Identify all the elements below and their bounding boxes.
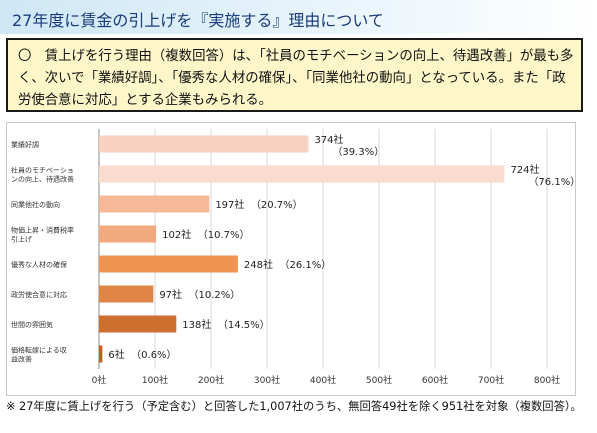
page-title: 27年度に賃金の引上げを『実施する』理由について [12, 11, 384, 30]
value-label: 138社 [182, 318, 211, 331]
value-label: 197社 [215, 198, 244, 211]
category-label: 世間の雰囲気 [11, 320, 53, 329]
percent-label: （10.2%） [189, 289, 241, 301]
category-label: 同業他社の動向 [11, 200, 60, 209]
bar [99, 135, 309, 153]
value-label: 97社 [159, 288, 182, 301]
category-label: 価格転嫁による収 [11, 346, 67, 355]
category-label: ンの向上、待遇改善 [11, 175, 74, 184]
percent-label: （39.3%） [332, 146, 384, 158]
summary-box: 〇 賃上げを行う理由（複数回答）は、「社員のモチベーションの向上、待遇改善」が最… [6, 38, 583, 112]
bar [99, 195, 210, 213]
x-tick-label: 600社 [422, 374, 448, 386]
x-tick-label: 500社 [366, 374, 392, 386]
title-bar: 27年度に賃金の引上げを『実施する』理由について [0, 0, 597, 34]
chart-frame: 0社 100社 200社 300社 400社 500社 600社 700社 800社 業績好調 37… [6, 122, 580, 396]
percent-label: （20.7%） [251, 199, 303, 211]
bar [99, 315, 177, 333]
bar [99, 225, 157, 243]
x-tick-label: 100社 [142, 374, 168, 386]
value-label: 102社 [162, 228, 191, 241]
bar [99, 165, 505, 183]
category-label: 物価上昇・消費税率 [11, 226, 74, 235]
x-tick-label: 0社 [92, 374, 107, 386]
footnote: ※ 27年度に賃上げを行う（予定含む）と回答した1,007社のうち、無回答49社… [6, 400, 582, 413]
category-label: 引上げ [11, 235, 32, 244]
value-label: 6社 [108, 348, 124, 361]
bar [99, 345, 103, 363]
percent-label: （76.1%） [528, 176, 575, 188]
category-label: 業績好調 [11, 140, 39, 149]
value-label: 248社 [244, 258, 273, 271]
value-label: 374社 [314, 133, 343, 146]
bar [99, 285, 154, 303]
bar [99, 255, 238, 273]
percent-label: （26.1%） [279, 259, 331, 271]
value-label: 724社 [510, 163, 539, 176]
x-tick-label: 300社 [254, 374, 280, 386]
summary-text: 〇 賃上げを行う理由（複数回答）は、「社員のモチベーションの向上、待遇改善」が最… [18, 49, 574, 108]
x-tick-label: 200社 [198, 374, 224, 386]
percent-label: （0.6%） [131, 349, 176, 361]
category-label: 益改善 [11, 355, 32, 364]
percent-label: （10.7%） [198, 229, 250, 241]
category-label: 優秀な人材の確保 [11, 260, 67, 269]
x-tick-label: 800社 [534, 374, 560, 386]
x-tick-label: 700社 [478, 374, 504, 386]
x-tick-label: 400社 [310, 374, 336, 386]
category-label: 政労使合意に対応 [11, 290, 67, 299]
category-label: 社員のモチベーショ [11, 166, 74, 175]
percent-label: （14.5%） [218, 319, 270, 331]
bar-chart: 0社 100社 200社 300社 400社 500社 600社 700社 800社 業績好調 37… [11, 129, 580, 386]
